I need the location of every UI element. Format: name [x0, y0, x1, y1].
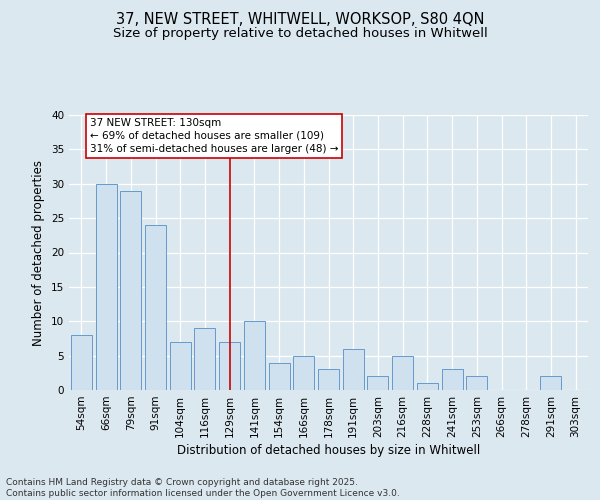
Bar	[293, 356, 314, 390]
Bar	[194, 328, 215, 390]
Bar	[170, 342, 191, 390]
Bar	[71, 335, 92, 390]
Bar	[219, 342, 240, 390]
Bar	[318, 370, 339, 390]
Bar	[145, 225, 166, 390]
Bar	[442, 370, 463, 390]
Bar	[343, 349, 364, 390]
Text: 37 NEW STREET: 130sqm
← 69% of detached houses are smaller (109)
31% of semi-det: 37 NEW STREET: 130sqm ← 69% of detached …	[90, 118, 338, 154]
Bar	[541, 376, 562, 390]
Text: Contains HM Land Registry data © Crown copyright and database right 2025.
Contai: Contains HM Land Registry data © Crown c…	[6, 478, 400, 498]
Bar	[417, 383, 438, 390]
Text: Size of property relative to detached houses in Whitwell: Size of property relative to detached ho…	[113, 28, 487, 40]
Bar	[244, 322, 265, 390]
Bar	[120, 190, 141, 390]
Bar	[269, 362, 290, 390]
Text: 37, NEW STREET, WHITWELL, WORKSOP, S80 4QN: 37, NEW STREET, WHITWELL, WORKSOP, S80 4…	[116, 12, 484, 28]
Bar	[367, 376, 388, 390]
Y-axis label: Number of detached properties: Number of detached properties	[32, 160, 46, 346]
Bar	[392, 356, 413, 390]
Bar	[466, 376, 487, 390]
X-axis label: Distribution of detached houses by size in Whitwell: Distribution of detached houses by size …	[177, 444, 480, 457]
Bar	[95, 184, 116, 390]
